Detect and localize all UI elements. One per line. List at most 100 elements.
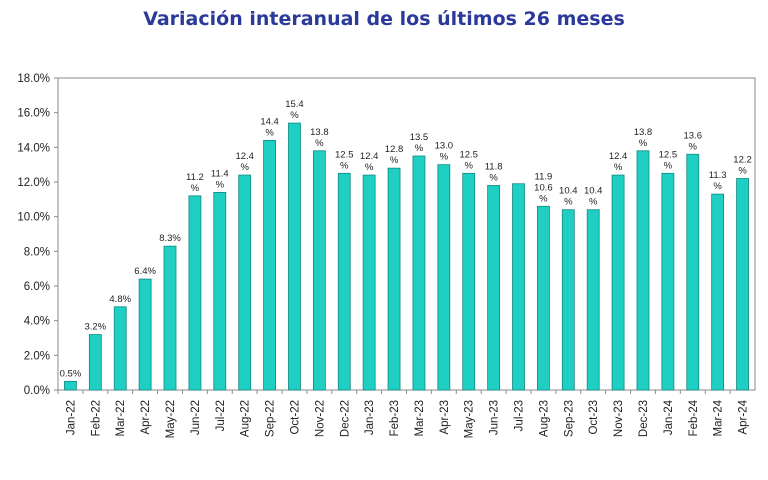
data-label: 10.6 — [534, 182, 553, 193]
data-label: % — [639, 138, 648, 149]
bar — [188, 195, 202, 391]
x-tick-label: May-22 — [165, 400, 177, 438]
x-tick-label: Sep-23 — [563, 400, 575, 437]
x-tick-label: Jul-22 — [215, 400, 227, 431]
data-label: 12.5 — [659, 149, 678, 160]
data-label: 10.4 — [559, 186, 578, 197]
data-label: 12.2 — [733, 155, 752, 166]
bar — [586, 209, 600, 391]
x-tick-label: Apr-22 — [140, 400, 152, 435]
x-tick-label: Nov-23 — [613, 400, 625, 437]
y-tick-label: 2.0% — [24, 350, 50, 362]
x-tick-label: Aug-23 — [538, 400, 550, 437]
data-label: 12.4 — [360, 151, 379, 162]
data-label: % — [340, 160, 349, 171]
y-tick-label: 18.0% — [17, 73, 50, 85]
x-tick-label: Jun-22 — [190, 400, 202, 435]
x-tick-label: Nov-22 — [314, 400, 326, 437]
data-label: % — [465, 160, 474, 171]
bar — [686, 153, 700, 391]
data-label: 13.8 — [310, 127, 329, 138]
data-label: 6.4% — [134, 266, 156, 277]
data-label: 13.6 — [684, 130, 703, 141]
data-label: % — [664, 160, 673, 171]
data-label: 15.4 — [285, 99, 304, 110]
y-tick-label: 14.0% — [17, 142, 50, 154]
chart-title: Variación interanual de los últimos 26 m… — [143, 8, 625, 30]
x-tick-label: Dec-23 — [638, 400, 650, 437]
x-tick-label: Mar-22 — [115, 400, 127, 436]
bar — [113, 306, 127, 391]
bar — [362, 174, 376, 391]
data-label: % — [713, 181, 722, 192]
x-tick-label: Apr-23 — [439, 400, 451, 435]
x-tick-label: Jul-23 — [514, 400, 526, 431]
bar — [512, 183, 525, 391]
bar — [263, 139, 276, 391]
data-label: 11.9 — [535, 171, 553, 182]
data-label: 14.4 — [260, 116, 279, 127]
data-label: 11.2 — [186, 172, 204, 183]
data-label: 12.4 — [609, 151, 628, 162]
y-tick-label: 12.0% — [17, 177, 50, 189]
x-tick-label: Aug-22 — [240, 400, 252, 437]
bar — [288, 122, 301, 391]
bar — [88, 334, 102, 391]
x-tick-label: Sep-22 — [265, 400, 277, 437]
data-label: 11.4 — [211, 168, 229, 179]
data-label: 8.3% — [159, 233, 181, 244]
bar — [736, 178, 749, 391]
y-tick-label: 8.0% — [24, 246, 50, 258]
y-tick-label: 4.0% — [24, 316, 50, 328]
bar — [462, 172, 476, 391]
bar — [163, 245, 177, 391]
y-tick-label: 10.0% — [17, 212, 50, 224]
bar — [387, 167, 401, 391]
data-label: % — [290, 110, 299, 121]
x-tick-label: Mar-23 — [414, 400, 426, 436]
data-label: % — [738, 166, 747, 177]
x-tick-label: Oct-22 — [289, 400, 301, 435]
data-label: % — [440, 152, 449, 163]
data-label: % — [589, 197, 598, 208]
x-tick-label: Jan-23 — [364, 400, 376, 435]
x-tick-label: Jan-24 — [663, 399, 675, 435]
x-tick-label: Apr-24 — [738, 399, 750, 434]
data-label: 11.8 — [485, 161, 503, 172]
data-label: 12.5 — [459, 149, 478, 160]
data-label: % — [191, 183, 200, 194]
data-label: 13.5 — [410, 132, 429, 143]
data-label: 12.8 — [385, 144, 404, 155]
x-tick-label: Jan-22 — [65, 400, 77, 435]
bar — [537, 205, 550, 391]
x-tick-label: Feb-22 — [90, 400, 102, 436]
y-tick-label: 0.0% — [24, 385, 50, 397]
bar — [437, 164, 451, 391]
data-label: % — [315, 138, 324, 149]
x-tick-label: May-23 — [464, 400, 476, 438]
data-label: % — [240, 162, 249, 173]
bar — [711, 193, 725, 391]
data-label: % — [539, 193, 548, 204]
data-label: % — [564, 197, 573, 208]
data-label: % — [614, 162, 623, 173]
data-label: % — [365, 162, 374, 173]
x-tick-label: Mar-24 — [713, 399, 725, 436]
data-label: 4.8% — [109, 294, 131, 305]
y-tick-label: 16.0% — [17, 108, 50, 120]
x-tick-label: Jun-23 — [489, 400, 501, 435]
data-label: 13.0 — [435, 141, 454, 152]
bar — [611, 174, 625, 391]
bar — [337, 172, 351, 391]
data-label: 10.4 — [584, 186, 603, 197]
data-label: % — [216, 179, 225, 190]
bar — [312, 150, 326, 391]
bar — [487, 185, 501, 391]
bar — [213, 191, 227, 391]
x-tick-label: Dec-22 — [339, 400, 351, 437]
data-label: % — [390, 155, 399, 166]
x-tick-label: Feb-24 — [688, 399, 700, 436]
data-label: % — [689, 141, 698, 152]
x-tick-label: Feb-23 — [389, 400, 401, 436]
data-label: 0.5% — [60, 368, 82, 379]
